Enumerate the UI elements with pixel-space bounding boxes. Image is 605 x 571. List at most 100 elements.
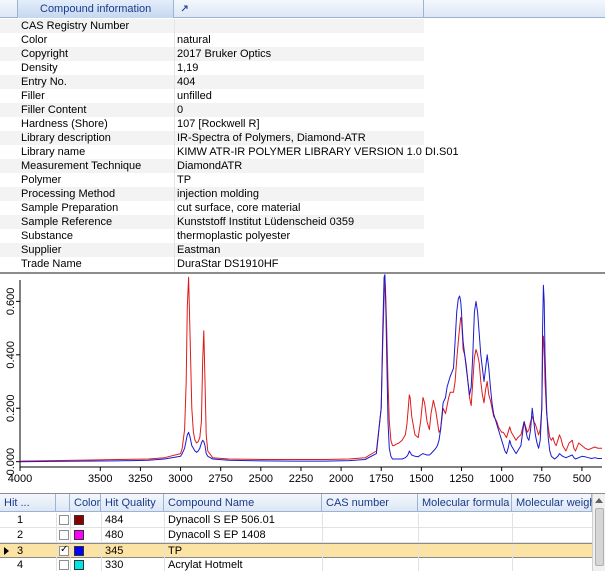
spectrum-chart[interactable]: 4000 3500 3250 3000 2750 2500 2250 2000 1750 1500… <box>0 274 605 491</box>
column-divider <box>174 201 175 215</box>
compound-name: Acrylat Hotmelt <box>168 559 243 571</box>
column-divider <box>101 544 102 559</box>
hit-row[interactable]: 3 345 TP <box>0 543 592 559</box>
compound-info-header: Compound information <box>0 0 605 18</box>
column-divider <box>174 145 175 159</box>
hit-checkbox[interactable] <box>59 530 69 540</box>
scroll-thumb[interactable] <box>595 508 604 566</box>
info-row[interactable]: Filler unfilled <box>0 89 424 103</box>
hit-color-swatch[interactable] <box>74 546 84 556</box>
info-row-key: Density <box>21 62 58 74</box>
x-tick-label: 2750 <box>208 473 232 485</box>
hit-row[interactable]: 4 330 Acrylat Hotmelt <box>0 558 592 571</box>
column-header-value[interactable] <box>174 0 424 18</box>
column-divider <box>70 544 71 559</box>
info-row[interactable]: Substance thermoplastic polyester <box>0 229 424 243</box>
info-row-value: IR-Spectra of Polymers, Diamond-ATR <box>177 132 366 144</box>
hit-color-swatch[interactable] <box>74 530 84 540</box>
info-row[interactable]: Copyright 2017 Bruker Optics <box>0 47 424 61</box>
column-divider <box>174 89 175 103</box>
x-tick-label: 500 <box>573 473 591 485</box>
column-divider <box>174 173 175 187</box>
info-row[interactable]: Entry No. 404 <box>0 75 424 89</box>
info-row[interactable]: Sample Preparation cut surface, core mate… <box>0 201 424 215</box>
column-divider <box>418 544 419 559</box>
column-divider <box>164 513 165 528</box>
info-row[interactable]: Library description IR-Spectra of Polymer… <box>0 131 424 145</box>
compound-name: TP <box>168 545 183 557</box>
scroll-up-arrow-icon[interactable] <box>595 498 603 503</box>
spectrum-view[interactable]: 4000 3500 3250 3000 2750 2500 2250 2000 1750 1500… <box>0 272 605 491</box>
column-divider <box>70 513 71 528</box>
column-divider <box>322 513 323 528</box>
column-header-label: Color <box>74 497 101 509</box>
column-divider <box>56 528 57 543</box>
info-row[interactable]: Polymer TP <box>0 173 424 187</box>
hit-quality: 480 <box>105 529 124 541</box>
column-divider <box>101 558 102 571</box>
info-row[interactable]: Supplier Eastman <box>0 243 424 257</box>
y-tick-label: 0.000 <box>5 448 17 476</box>
column-divider <box>174 159 175 173</box>
hit-color-swatch[interactable] <box>74 560 84 570</box>
column-divider <box>164 558 165 571</box>
column-header-color[interactable]: Color <box>70 494 101 512</box>
spectrum-series-red <box>19 276 602 462</box>
info-row-key: Color <box>21 34 48 46</box>
info-row-value: thermoplastic polyester <box>177 230 291 242</box>
hit-checkbox[interactable] <box>59 544 69 556</box>
info-row[interactable]: Sample Reference Kunststoff Institut Lüde… <box>0 215 424 229</box>
column-divider <box>174 61 175 75</box>
info-row-key: CAS Registry Number <box>21 20 130 32</box>
compound-name: Dynacoll S EP 506.01 <box>168 514 275 526</box>
hit-row[interactable]: 2 480 Dynacoll S EP 1408 <box>0 528 592 543</box>
info-row-value: 2017 Bruker Optics <box>177 48 272 60</box>
column-divider <box>174 103 175 117</box>
column-header-molecular-weight[interactable]: Molecular weight <box>512 494 599 512</box>
column-header-compound-information[interactable]: Compound information <box>18 0 188 18</box>
column-divider <box>418 513 419 528</box>
info-row[interactable]: Density 1,19 <box>0 61 424 75</box>
compound-info-grid: Compound information CAS Registry Number… <box>0 0 605 271</box>
hit-row[interactable]: 1 484 Dynacoll S EP 506.01 <box>0 513 592 528</box>
x-tick-label: 2250 <box>289 473 313 485</box>
info-row-value: 107 [Rockwell R] <box>177 118 260 130</box>
x-tick-label: 750 <box>533 473 551 485</box>
column-divider <box>512 528 513 543</box>
column-divider <box>70 558 71 571</box>
info-row-value: DiamondATR <box>177 160 243 172</box>
column-header-molecular-formula[interactable]: Molecular formula <box>418 494 512 512</box>
info-row-value: 0 <box>177 104 184 116</box>
spectrum-series-blue <box>19 274 602 463</box>
column-divider <box>174 33 175 47</box>
column-header-hit-quality[interactable]: Hit Quality <box>101 494 164 512</box>
column-header-check[interactable] <box>56 494 70 512</box>
sort-arrow-icon <box>181 5 188 12</box>
info-row-value: natural <box>177 34 211 46</box>
hit-number: 3 <box>17 545 24 557</box>
column-header-compound-name[interactable]: Compound Name <box>164 494 322 512</box>
column-divider <box>174 243 175 257</box>
column-divider <box>174 229 175 243</box>
hit-list-grid: Hit ... Color Hit Quality Compound Name CAS … <box>0 493 605 571</box>
info-row[interactable]: Measurement Technique DiamondATR <box>0 159 424 173</box>
column-header-cas-number[interactable]: CAS number <box>322 494 418 512</box>
hit-checkbox[interactable] <box>59 560 69 570</box>
info-row[interactable]: Hardness (Shore) 107 [Rockwell R] <box>0 117 424 131</box>
info-row[interactable]: Filler Content 0 <box>0 103 424 117</box>
info-row[interactable]: Color natural <box>0 33 424 47</box>
column-divider <box>174 215 175 229</box>
column-header-hit[interactable]: Hit ... <box>0 494 56 512</box>
info-row[interactable]: Trade Name DuraStar DS1910HF <box>0 257 424 271</box>
info-row-value: injection molding <box>177 188 259 200</box>
hit-color-swatch[interactable] <box>74 515 84 525</box>
column-divider <box>322 528 323 543</box>
hit-list-scrollbar[interactable] <box>592 494 605 571</box>
info-row[interactable]: Library name KIMW ATR-IR POLYMER LIBRARY … <box>0 145 459 159</box>
info-row[interactable]: Processing Method injection molding <box>0 187 424 201</box>
column-header-label: Compound information <box>40 3 152 15</box>
hit-checkbox[interactable] <box>59 515 69 525</box>
info-row[interactable]: CAS Registry Number <box>0 19 424 33</box>
column-divider <box>322 544 323 559</box>
column-divider <box>174 187 175 201</box>
